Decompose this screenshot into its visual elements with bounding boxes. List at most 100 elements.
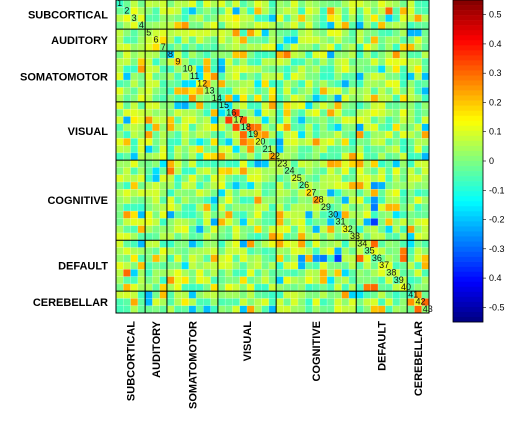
heatmap-cell [327, 58, 335, 66]
heatmap-cell [116, 305, 124, 314]
heatmap-cell [217, 7, 226, 15]
heatmap-cell [203, 218, 211, 226]
heatmap-cell [363, 65, 371, 73]
heatmap-cell [261, 305, 270, 314]
heatmap-cell [203, 109, 211, 117]
heatmap-cell [399, 43, 408, 52]
heatmap-cell [348, 43, 357, 52]
heatmap-cell [210, 131, 219, 139]
heatmap-cell [261, 145, 270, 154]
heatmap-cell [145, 123, 153, 132]
heatmap-cell [116, 247, 124, 255]
heatmap-cell [225, 181, 233, 190]
heatmap-cell [225, 80, 233, 88]
heatmap-cell [239, 14, 248, 22]
heatmap-cell [159, 305, 168, 314]
node-index-label: 38 [386, 268, 396, 278]
heatmap-cell [217, 65, 226, 73]
heatmap-cell [283, 43, 291, 52]
heatmap-cell [319, 29, 328, 37]
heatmap-cell [312, 211, 320, 219]
heatmap-cell [232, 123, 240, 132]
heatmap-cell [348, 283, 357, 292]
heatmap-cell [370, 167, 379, 175]
heatmap-cell [297, 232, 306, 241]
heatmap-cell [414, 14, 422, 22]
heatmap-cell [196, 138, 204, 146]
heatmap-cell [210, 58, 219, 66]
heatmap-cell [297, 94, 306, 103]
heatmap-cell [188, 14, 197, 22]
heatmap-cell [152, 58, 160, 66]
node-index-label: 19 [248, 129, 258, 139]
heatmap-cell [276, 145, 284, 154]
heatmap-cell [399, 283, 408, 292]
heatmap-cell [203, 14, 211, 22]
heatmap-cell [232, 152, 240, 161]
heatmap-cell [225, 145, 233, 154]
heatmap-cell [217, 50, 226, 59]
node-index-label: 42 [416, 297, 426, 307]
heatmap-cell [414, 189, 422, 197]
heatmap-cell [159, 189, 168, 197]
node-index-label: 16 [226, 107, 236, 117]
heatmap-cell [327, 138, 335, 146]
heatmap-cell [137, 80, 146, 88]
heatmap-cell [217, 43, 226, 52]
heatmap-cell [370, 298, 379, 306]
heatmap-cell [166, 189, 175, 197]
heatmap-cell [407, 29, 415, 37]
heatmap-cell [174, 283, 182, 292]
heatmap-cell [312, 269, 320, 277]
heatmap-cell [188, 167, 197, 175]
heatmap-cell [159, 174, 168, 183]
heatmap-cell [341, 14, 350, 22]
heatmap-cell [137, 101, 146, 110]
heatmap-cell [152, 262, 160, 270]
heatmap-cell [392, 58, 401, 66]
node-index-label: 7 [161, 42, 166, 52]
heatmap-cell [261, 21, 270, 30]
heatmap-cell [159, 218, 168, 226]
heatmap-cell [378, 152, 386, 161]
heatmap-cell [130, 0, 138, 8]
heatmap-cell [247, 298, 255, 306]
heatmap-cell [210, 138, 219, 146]
heatmap-cell [174, 291, 182, 299]
heatmap-cell [378, 196, 386, 204]
heatmap-cell [254, 14, 262, 22]
heatmap-cell [239, 21, 248, 30]
heatmap-cell [334, 43, 342, 52]
heatmap-cell [290, 203, 299, 212]
heatmap-cell [276, 29, 284, 37]
heatmap-cell [123, 225, 131, 234]
heatmap-cell [232, 160, 240, 168]
heatmap-cell [203, 21, 211, 30]
heatmap-cell [370, 276, 379, 285]
colorbar-segment [453, 105, 483, 111]
heatmap-cell [188, 181, 197, 190]
heatmap-cell [145, 7, 153, 15]
node-index-label: 32 [343, 224, 353, 234]
heatmap-cell [378, 65, 386, 73]
heatmap-cell [239, 298, 248, 306]
heatmap-cell [356, 240, 364, 248]
heatmap-cell [356, 21, 364, 30]
heatmap-cell [174, 152, 182, 161]
heatmap-cell [341, 305, 350, 314]
heatmap-cell [319, 203, 328, 212]
heatmap-cell [137, 36, 146, 44]
heatmap-cell [268, 283, 277, 292]
heatmap-cell [356, 109, 364, 117]
heatmap-cell [239, 276, 248, 285]
heatmap-cell [254, 211, 262, 219]
heatmap-cell [181, 65, 189, 73]
heatmap-cell [261, 116, 270, 124]
heatmap-cell [297, 254, 306, 263]
heatmap-cell [421, 152, 430, 161]
row-network-label: COGNITIVE [47, 195, 108, 207]
heatmap-cell [319, 276, 328, 285]
heatmap-cell [268, 218, 277, 226]
heatmap-cell [225, 0, 233, 8]
heatmap-cell [196, 58, 204, 66]
